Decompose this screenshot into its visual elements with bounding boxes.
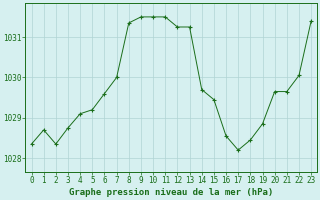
X-axis label: Graphe pression niveau de la mer (hPa): Graphe pression niveau de la mer (hPa) [69, 188, 274, 197]
